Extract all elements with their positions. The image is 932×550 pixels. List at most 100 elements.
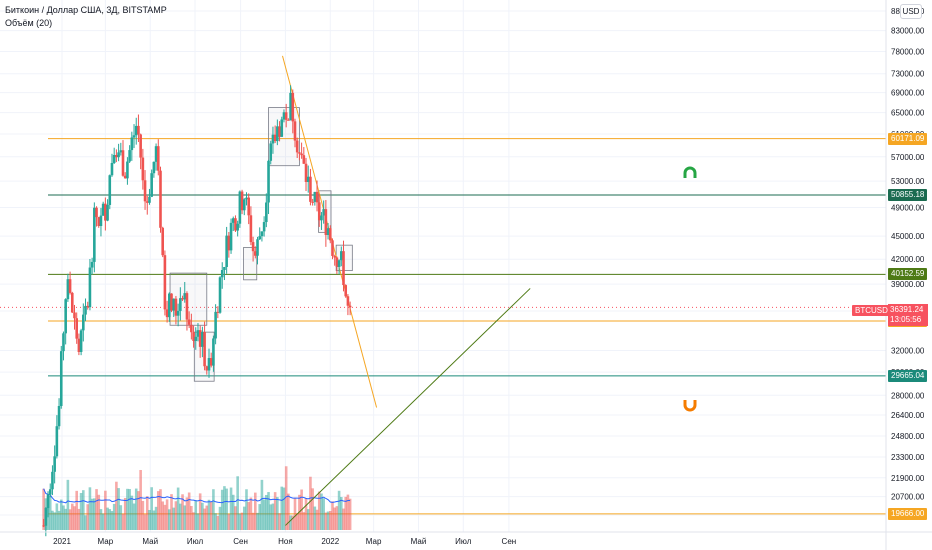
candle-body <box>267 160 270 203</box>
candle-body <box>346 296 350 306</box>
bearish-magnet-icon-shape <box>683 400 697 412</box>
candle-body <box>214 311 217 339</box>
candle-body <box>141 157 145 181</box>
candle-body <box>59 351 63 406</box>
candle-body <box>289 92 292 121</box>
volume-bar <box>293 497 297 530</box>
price-tick-label: 24800.00 <box>891 432 925 441</box>
currency-button[interactable]: USD <box>900 4 922 19</box>
volume-bar <box>311 488 314 530</box>
volume-bar <box>214 513 217 530</box>
candle-body <box>159 170 162 228</box>
volume-bar <box>234 506 237 530</box>
candle-body <box>322 209 325 216</box>
candle-body <box>218 277 222 313</box>
volume-bar <box>137 491 140 530</box>
candle-body <box>55 426 59 457</box>
volume-bar <box>205 505 209 530</box>
price-tick-label: 39000.00 <box>891 280 925 289</box>
candle-body <box>66 279 70 300</box>
candle-body <box>176 310 180 316</box>
volume-bar <box>154 506 158 530</box>
volume-bar <box>187 492 191 530</box>
price-tick-label: 78000.00 <box>891 48 925 57</box>
candle-body <box>284 112 288 120</box>
candle-body <box>137 125 140 135</box>
candle-body <box>212 338 215 366</box>
candle-body <box>313 191 317 202</box>
candle-body <box>225 235 228 267</box>
volume-bar <box>55 503 59 530</box>
candle-body <box>174 298 178 316</box>
candle-body <box>247 197 250 216</box>
volume-bar <box>126 488 129 530</box>
volume-bar <box>156 491 160 530</box>
volume-bar <box>70 503 74 530</box>
candle-body <box>227 235 231 251</box>
candle-body <box>196 330 200 337</box>
candle-body <box>104 203 107 221</box>
candle-body <box>64 299 67 334</box>
volume-bar <box>181 494 184 530</box>
candle-body <box>198 330 202 347</box>
volume-bar <box>333 507 336 530</box>
volume-bar <box>282 487 286 530</box>
candle-body <box>62 333 65 352</box>
candle-body <box>187 319 191 325</box>
volume-bar <box>192 512 195 530</box>
candle-body <box>154 146 158 162</box>
candle-body <box>88 267 92 308</box>
candle-body <box>256 239 259 256</box>
price-tick-label: 57000.00 <box>891 153 925 162</box>
time-tick-label: Сен <box>502 537 517 546</box>
volume-bar <box>258 504 262 530</box>
time-tick-label: Июл <box>187 537 204 546</box>
candle-body <box>324 209 328 235</box>
volume-bar <box>201 502 204 530</box>
volume-bar <box>331 501 334 530</box>
volume-bar <box>170 494 173 530</box>
volume-bar <box>82 490 85 530</box>
volume-bar <box>62 505 65 530</box>
volume-bar <box>53 512 56 530</box>
candle-body <box>130 137 134 151</box>
candle-body <box>185 293 189 320</box>
volume-bar <box>271 503 275 530</box>
volume-bar <box>207 499 211 530</box>
candle-body <box>108 175 112 205</box>
volume-bar <box>121 513 125 530</box>
candle-body <box>340 251 343 261</box>
level-price-label: 29665.04 <box>888 369 928 382</box>
candle-body <box>172 298 176 311</box>
candle-body <box>110 162 114 176</box>
volume-bar <box>185 497 189 530</box>
candle-body <box>77 338 81 352</box>
volume-bar <box>242 506 246 530</box>
candle-body <box>84 305 87 315</box>
volume-bar <box>194 500 198 530</box>
bullish-magnet-icon <box>683 166 697 178</box>
bullish-magnet-icon-shape <box>683 166 697 178</box>
volume-bar <box>97 494 101 530</box>
volume-bar <box>139 469 142 530</box>
volume-bar <box>134 488 138 530</box>
volume-bar <box>77 508 81 530</box>
time-tick-label: Ноя <box>278 537 293 546</box>
candle-body <box>302 155 306 164</box>
candle-body <box>315 191 319 203</box>
volume-bar <box>231 494 235 530</box>
candle-body <box>205 366 209 371</box>
volume-bar <box>326 511 330 530</box>
volume-indicator-label[interactable]: Объём (20) <box>5 18 53 28</box>
candle-body <box>93 207 96 262</box>
volume-bar <box>335 506 339 530</box>
price-tick-label: 83000.00 <box>891 27 925 36</box>
volume-bar <box>198 493 202 530</box>
volume-bar <box>348 498 352 530</box>
candle-body <box>73 312 76 319</box>
price-tick-label: 53000.00 <box>891 177 925 186</box>
candle-body <box>145 201 149 203</box>
candle-body <box>53 456 56 472</box>
volume-bar <box>340 497 343 530</box>
